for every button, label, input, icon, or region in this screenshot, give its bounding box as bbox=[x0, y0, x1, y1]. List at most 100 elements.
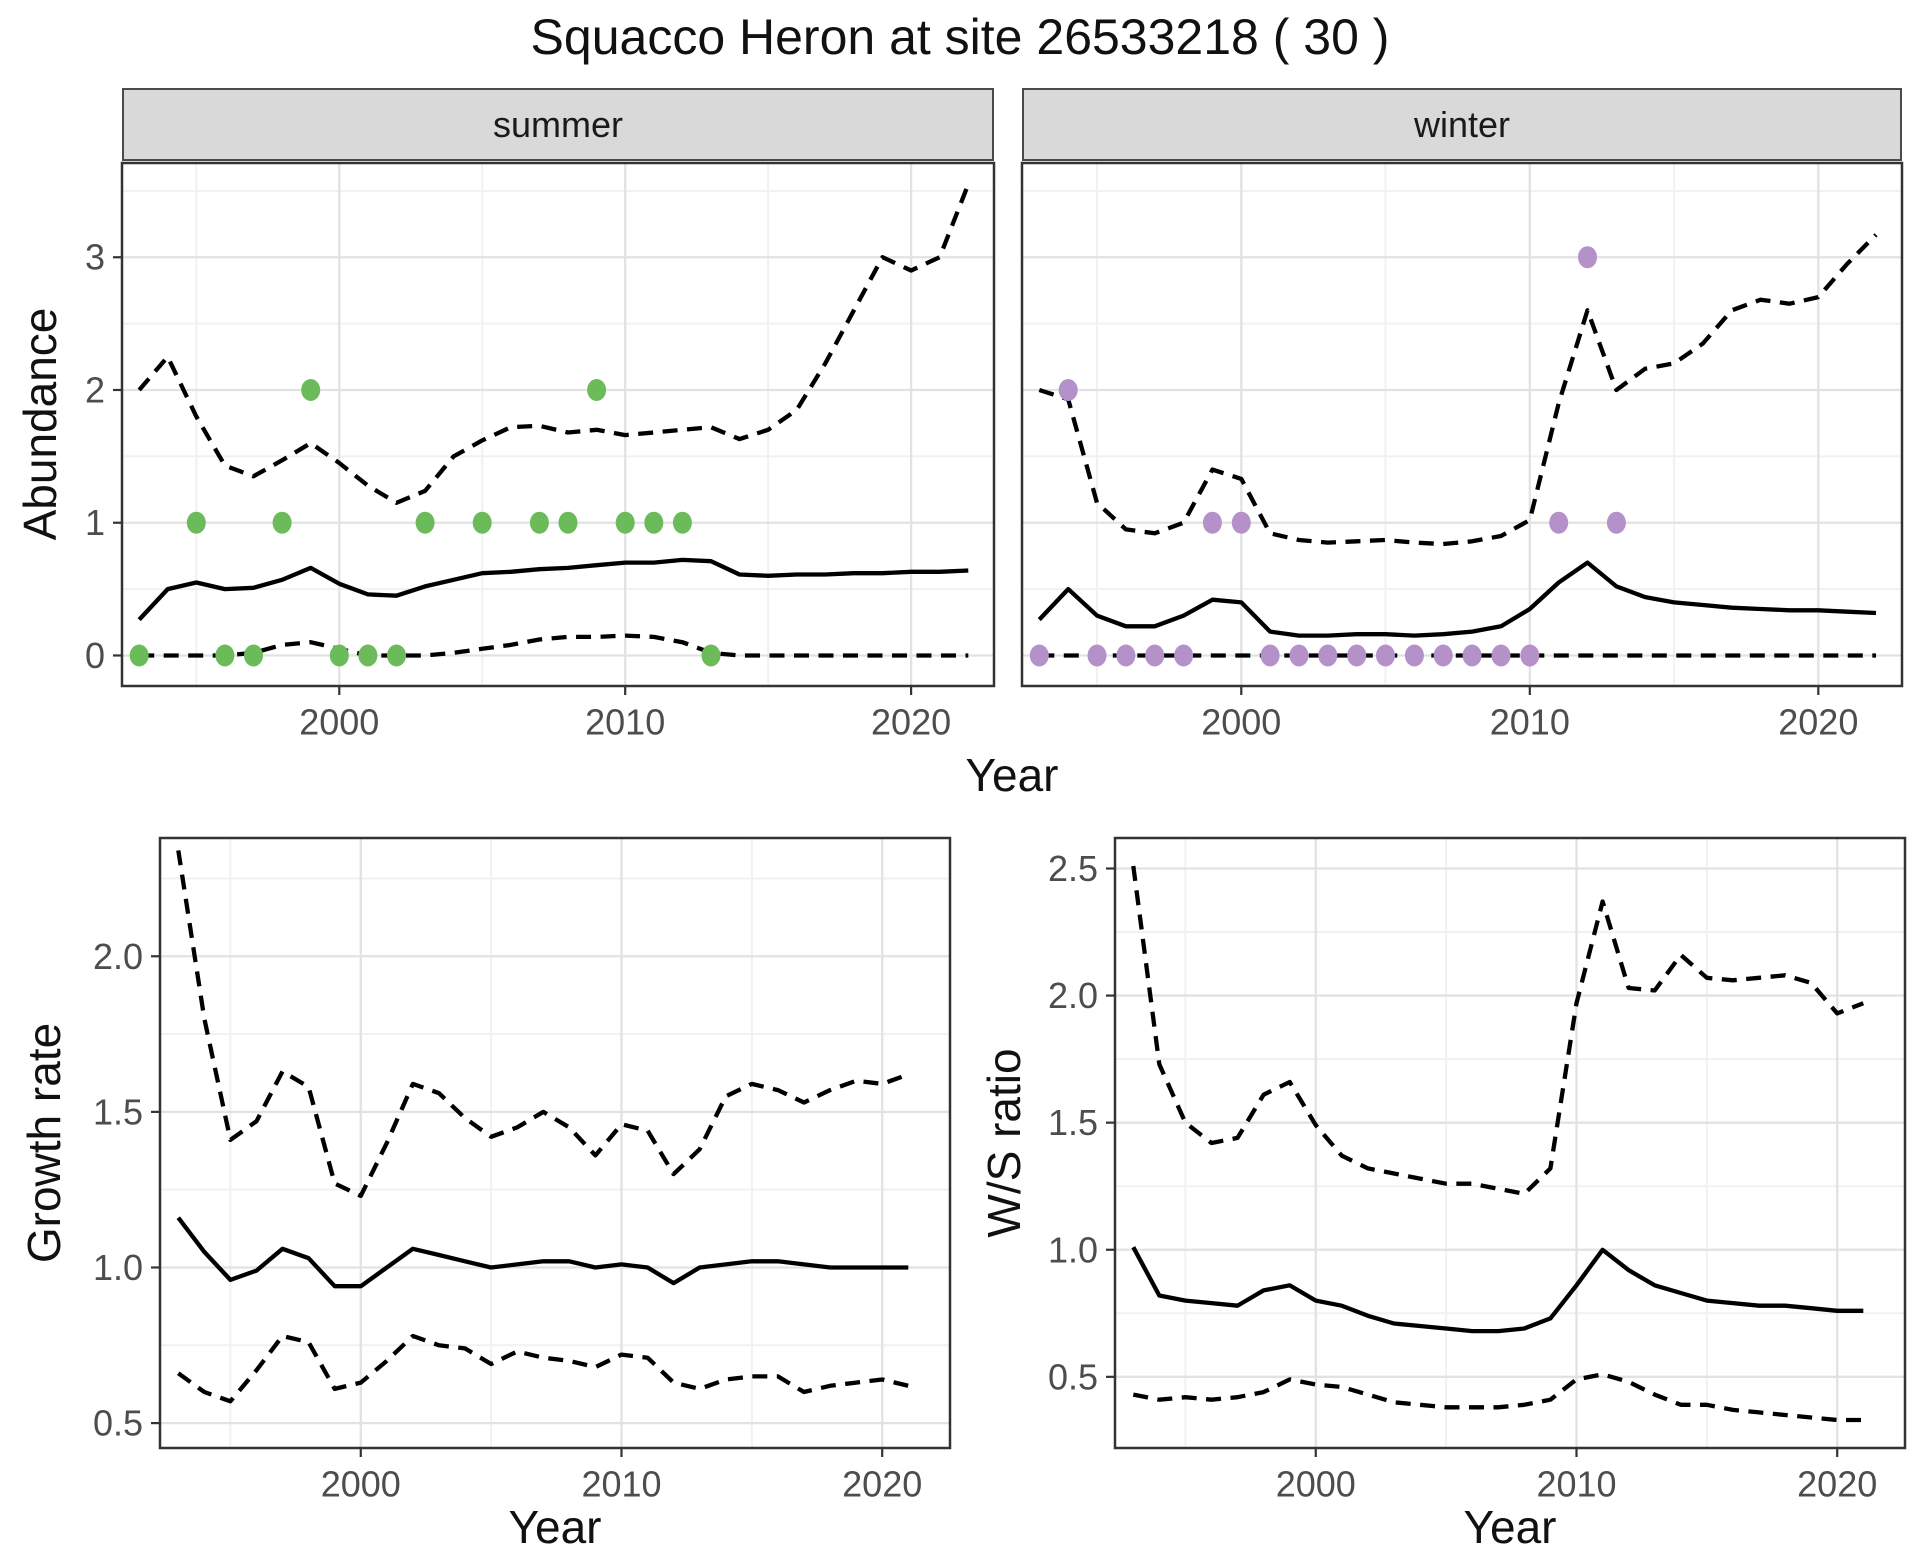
facet-label-summer: summer bbox=[492, 103, 623, 145]
observed-points bbox=[1029, 246, 1626, 667]
x-axis-ticks: 2000 2010 2020 bbox=[1201, 686, 1858, 742]
observed-count-point bbox=[329, 644, 349, 667]
observed-count-point bbox=[1347, 644, 1367, 667]
y-tick-label: 1 bbox=[85, 502, 105, 543]
x-axis-title-year-growth: Year bbox=[508, 1501, 602, 1553]
y-axis-ticks: 0.5 1.0 1.5 2.0 2.5 bbox=[1048, 848, 1115, 1397]
x-tick-label: 2010 bbox=[581, 1463, 661, 1504]
y-tick-label: 0 bbox=[85, 635, 105, 676]
observed-count-point bbox=[1058, 379, 1078, 401]
series-lines bbox=[1131, 865, 1865, 1423]
minor-gridlines bbox=[1022, 163, 1902, 686]
facet-strip-summer: summer bbox=[122, 88, 994, 161]
x-tick-label: 2000 bbox=[1201, 701, 1281, 742]
page-title: Squacco Heron at site 26533218 ( 30 ) bbox=[530, 9, 1390, 65]
observed-count-point bbox=[1174, 644, 1194, 667]
median-line bbox=[176, 1216, 909, 1289]
observed-count-point bbox=[129, 644, 149, 667]
observed-count-point bbox=[387, 644, 406, 667]
x-tick-label: 2010 bbox=[585, 701, 665, 742]
x-axis-ticks: 2000 2010 2020 bbox=[321, 1448, 922, 1504]
observed-count-point bbox=[1606, 511, 1626, 534]
y-tick-label: 2 bbox=[85, 369, 105, 410]
major-gridlines bbox=[160, 838, 950, 1448]
y-axis-title-ws-ratio: W/S ratio bbox=[978, 1048, 1030, 1238]
y-axis-ticks: 0 1 2 3 bbox=[85, 237, 122, 676]
observed-count-point bbox=[644, 511, 664, 534]
observed-count-point bbox=[615, 511, 635, 534]
y-axis-title-growth-rate: Growth rate bbox=[18, 1022, 70, 1264]
observed-count-point bbox=[1029, 644, 1049, 667]
x-tick-label: 2010 bbox=[1536, 1463, 1616, 1504]
upper-credible-line bbox=[176, 850, 910, 1199]
x-tick-label: 2020 bbox=[1778, 701, 1858, 742]
y-tick-label: 1.0 bbox=[93, 1247, 143, 1288]
observed-count-point bbox=[186, 511, 206, 534]
observed-count-point bbox=[1202, 511, 1222, 534]
upper-credible-line bbox=[1038, 233, 1878, 547]
upper-credible-line bbox=[137, 183, 971, 505]
series-lines bbox=[176, 850, 910, 1404]
observed-count-point bbox=[272, 511, 292, 534]
median-line bbox=[137, 557, 969, 622]
observed-count-point bbox=[1433, 644, 1453, 667]
observed-count-point bbox=[1404, 644, 1424, 667]
x-tick-label: 2020 bbox=[871, 701, 951, 742]
x-tick-label: 2000 bbox=[299, 701, 379, 742]
y-axis-title-abundance: Abundance bbox=[14, 307, 66, 541]
median-line bbox=[1131, 1246, 1864, 1334]
y-tick-label: 2.0 bbox=[1048, 975, 1098, 1016]
observed-count-point bbox=[1260, 644, 1280, 667]
x-tick-label: 2000 bbox=[321, 1463, 401, 1504]
observed-count-point bbox=[1549, 511, 1569, 534]
y-tick-label: 0.5 bbox=[1048, 1356, 1098, 1397]
observed-count-point bbox=[558, 511, 578, 534]
x-tick-label: 2000 bbox=[1276, 1463, 1356, 1504]
observed-count-point bbox=[587, 379, 607, 401]
observed-count-point bbox=[529, 511, 549, 534]
observed-count-point bbox=[1231, 511, 1251, 534]
observed-count-point bbox=[1289, 644, 1309, 667]
y-tick-label: 2.5 bbox=[1048, 848, 1098, 889]
minor-gridlines bbox=[122, 163, 994, 686]
observed-count-point bbox=[301, 379, 321, 401]
observed-count-point bbox=[415, 511, 435, 534]
facet-label-winter: winter bbox=[1413, 103, 1511, 145]
observed-count-point bbox=[1145, 644, 1165, 667]
observed-count-point bbox=[1520, 644, 1540, 667]
growth-rate-chart: 2000 2010 2020 0.5 1.0 1.5 2.0 bbox=[93, 836, 952, 1504]
minor-gridlines bbox=[1115, 838, 1905, 1448]
x-tick-label: 2010 bbox=[1490, 701, 1570, 742]
upper-credible-line bbox=[1131, 865, 1865, 1196]
observed-count-point bbox=[1087, 644, 1107, 667]
panel-border bbox=[120, 161, 996, 688]
y-tick-label: 2.0 bbox=[93, 936, 143, 977]
x-tick-label: 2020 bbox=[842, 1463, 922, 1504]
x-axis-title-year-top: Year bbox=[965, 749, 1059, 801]
observed-count-point bbox=[1578, 246, 1597, 269]
major-gridlines bbox=[1022, 163, 1902, 686]
lower-credible-line bbox=[1132, 1372, 1864, 1423]
x-axis-ticks: 2000 2010 2020 bbox=[1276, 1448, 1877, 1504]
facet-strip-winter: winter bbox=[1022, 88, 1902, 161]
observed-points bbox=[129, 379, 721, 667]
x-tick-label: 2020 bbox=[1797, 1463, 1877, 1504]
observed-count-point bbox=[1491, 644, 1511, 667]
median-line bbox=[1037, 560, 1877, 638]
ws-ratio-chart: 2000 2010 2020 0.5 1.0 1.5 2.0 2.5 bbox=[1048, 836, 1907, 1504]
observed-count-point bbox=[1116, 644, 1136, 667]
summer-abundance-chart: 2000 2010 2020 0 1 2 3 bbox=[85, 161, 996, 742]
y-tick-label: 1.5 bbox=[1048, 1102, 1098, 1143]
minor-gridlines bbox=[160, 838, 950, 1448]
y-tick-label: 1.0 bbox=[1048, 1229, 1098, 1270]
observed-count-point bbox=[215, 644, 235, 667]
panel-border bbox=[158, 836, 952, 1450]
winter-abundance-chart: 2000 2010 2020 bbox=[1020, 161, 1904, 742]
observed-count-point bbox=[358, 644, 378, 667]
observed-count-point bbox=[244, 644, 263, 667]
series-lines bbox=[1037, 233, 1878, 658]
panel-border bbox=[1113, 836, 1907, 1450]
observed-count-point bbox=[1376, 644, 1395, 667]
y-tick-label: 1.5 bbox=[93, 1091, 143, 1132]
